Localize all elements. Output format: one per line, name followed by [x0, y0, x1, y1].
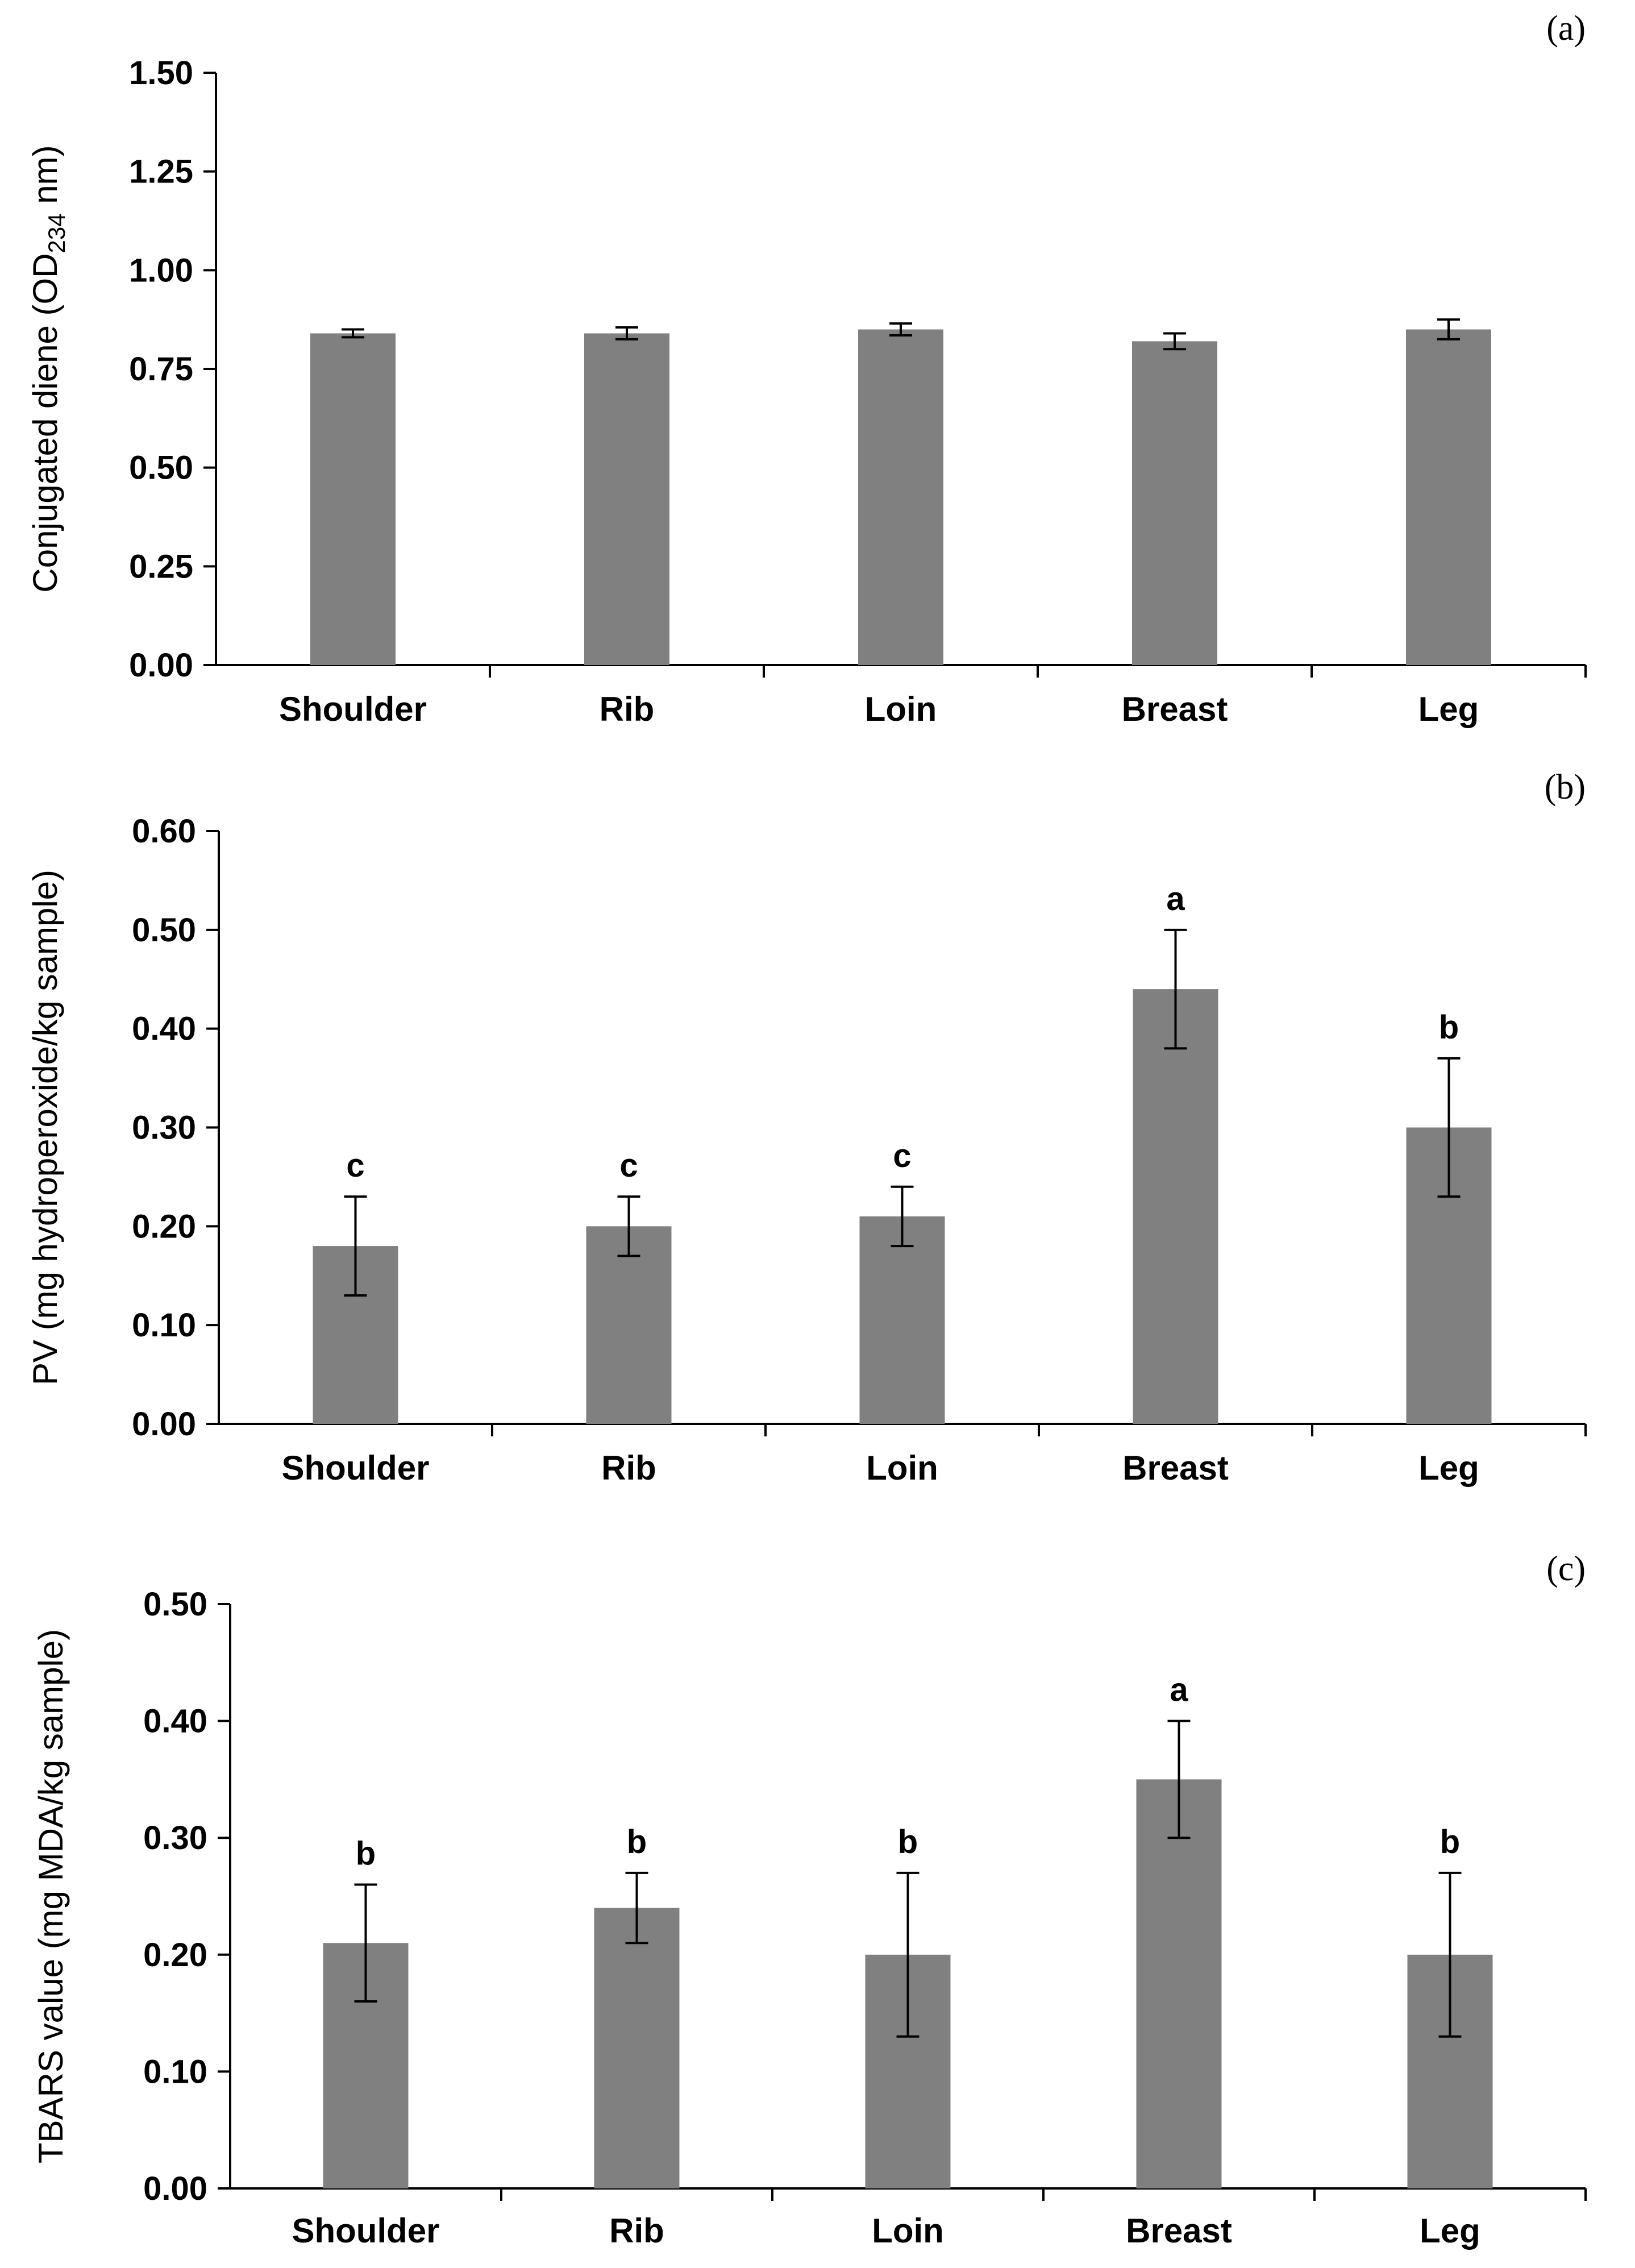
category-label: Rib [600, 690, 655, 728]
y-tick-label: 0.20 [143, 1937, 207, 1974]
category-label: Loin [872, 2212, 944, 2250]
significance-letter: b [1439, 1009, 1459, 1046]
significance-letter: b [1440, 1823, 1460, 1860]
bar-breast [1133, 989, 1218, 1424]
y-tick-label: 0.75 [129, 351, 193, 388]
panel-label: (a) [1546, 9, 1586, 48]
y-tick-label: 0.50 [129, 450, 193, 487]
y-tick-label: 0.30 [132, 1110, 196, 1147]
bar-rib [594, 1908, 680, 2188]
y-tick-label: 0.60 [132, 813, 196, 850]
category-label: Leg [1420, 2212, 1480, 2250]
category-label: Loin [866, 1449, 938, 1487]
significance-letter: b [898, 1823, 918, 1860]
significance-letter: c [893, 1137, 911, 1174]
significance-letter: b [356, 1835, 376, 1872]
category-label: Leg [1418, 690, 1479, 728]
bar-leg [1406, 329, 1491, 665]
bar-loin [859, 1216, 945, 1424]
category-label: Loin [865, 690, 937, 728]
y-tick-label: 0.40 [143, 1703, 207, 1740]
category-label: Rib [609, 2212, 664, 2250]
category-label: Shoulder [292, 2212, 439, 2250]
panel-label: (b) [1545, 768, 1586, 807]
y-tick-label: 0.40 [132, 1011, 196, 1048]
y-tick-label: 0.10 [132, 1307, 196, 1344]
y-tick-label: 0.50 [143, 1586, 207, 1623]
category-label: Shoulder [279, 690, 427, 728]
y-tick-label: 1.25 [129, 153, 193, 190]
category-label: Leg [1418, 1449, 1479, 1487]
panel-b: 0.00 0.10 0.20 0.30 0.40 0.50 0.60 c Shoulder c Ri… [26, 768, 1587, 1487]
y-tick-label: 0.10 [143, 2053, 207, 2090]
y-tick-label: 0.00 [143, 2170, 207, 2207]
category-label: Breast [1126, 2212, 1232, 2250]
bar-rib [584, 333, 669, 665]
panel-a: 0.00 0.25 0.50 0.75 1.00 1.25 1.50 Shoulder Rib L… [26, 9, 1587, 728]
panel-label: (c) [1546, 1550, 1586, 1588]
y-tick-label: 0.30 [143, 1820, 207, 1856]
bar-breast [1132, 341, 1217, 665]
y-axis-title: Conjugated diene (OD234 nm) [26, 145, 70, 592]
y-axis-title: TBARS value (mg MDA/kg sample) [32, 1629, 70, 2163]
significance-letter: a [1170, 1672, 1188, 1709]
significance-letter: a [1166, 880, 1185, 917]
bar-loin [858, 329, 943, 665]
significance-letter: c [346, 1147, 364, 1184]
significance-letter: c [619, 1147, 638, 1184]
y-axis-title: PV (mg hydroperoxide/kg sample) [26, 870, 64, 1385]
y-tick-label: 0.50 [132, 912, 196, 949]
category-label: Breast [1122, 690, 1228, 728]
y-tick-label: 1.50 [129, 55, 193, 92]
bar-rib [586, 1226, 672, 1424]
category-label: Breast [1122, 1449, 1229, 1487]
category-label: Shoulder [281, 1449, 429, 1487]
significance-letter: b [627, 1823, 647, 1860]
panel-c: 0.00 0.10 0.20 0.30 0.40 0.50 b Shoulder b Rib b Lo… [32, 1550, 1587, 2250]
y-tick-label: 0.20 [132, 1208, 196, 1245]
y-tick-label: 0.00 [132, 1406, 196, 1443]
y-tick-label: 0.25 [129, 548, 193, 585]
y-tick-label: 0.00 [129, 647, 193, 684]
bar-breast [1136, 1779, 1222, 2188]
category-label: Rib [601, 1449, 656, 1487]
bar-shoulder [310, 333, 396, 665]
y-tick-label: 1.00 [129, 252, 193, 289]
